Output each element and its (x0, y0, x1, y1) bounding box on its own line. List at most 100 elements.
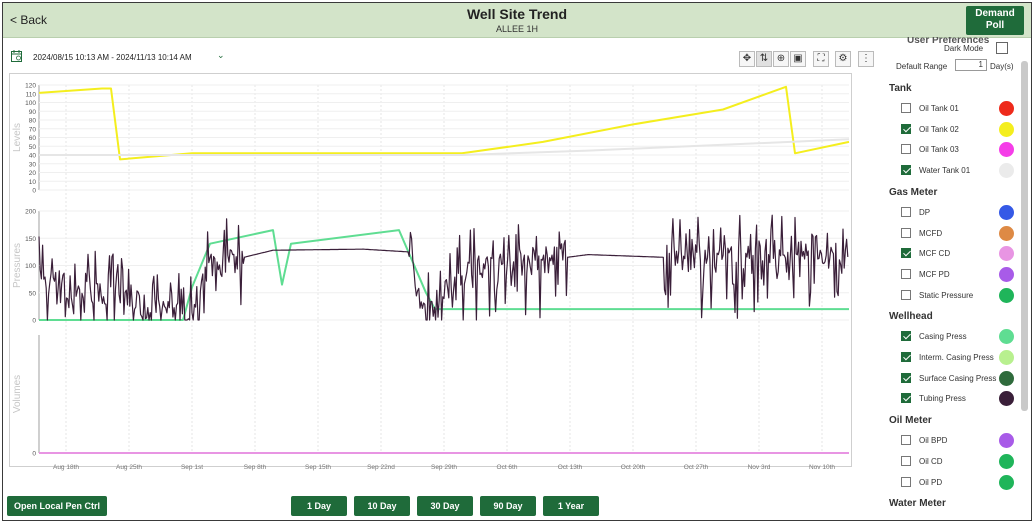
dark-mode-checkbox[interactable] (996, 42, 1008, 54)
color-swatch[interactable] (999, 453, 1014, 469)
y-tick-label: 40 (29, 153, 37, 160)
pen-item-mcf-pd[interactable]: MCF PD (901, 266, 1021, 282)
back-button[interactable]: < Back (10, 13, 48, 27)
y-tick-label: 0 (32, 188, 36, 195)
color-swatch[interactable] (999, 225, 1014, 241)
demand-poll-button[interactable]: Demand Poll (966, 6, 1024, 35)
color-swatch[interactable] (999, 391, 1014, 407)
x-tick-label: Oct 20th (621, 464, 646, 471)
pen-label: Casing Press (919, 332, 967, 342)
color-swatch[interactable] (999, 350, 1014, 365)
color-swatch[interactable] (999, 287, 1014, 303)
y-tick-label: 50 (29, 144, 37, 151)
color-swatch[interactable] (999, 163, 1014, 179)
pen-checkbox[interactable] (901, 331, 911, 342)
color-swatch[interactable] (999, 121, 1014, 137)
chevron-down-icon[interactable]: ⌄ (217, 50, 225, 60)
pen-item-water-tank-01[interactable]: Water Tank 01 (901, 163, 1021, 179)
color-swatch[interactable] (999, 370, 1014, 386)
pen-label: MCFD (919, 228, 943, 238)
x-tick-label: Sep 1st (181, 464, 203, 471)
y-axis-label: Pressures (12, 243, 23, 288)
pen-checkbox[interactable] (901, 352, 911, 362)
series-line-tubing-press (38, 214, 849, 321)
range-1-day-button[interactable]: 1 Day (291, 496, 347, 516)
pen-checkbox[interactable] (901, 248, 911, 259)
y-tick-label: 100 (25, 100, 36, 107)
range-30-day-button[interactable]: 30 Day (417, 496, 473, 516)
color-swatch[interactable] (999, 329, 1014, 345)
pen-checkbox[interactable] (901, 123, 911, 134)
x-tick-label: Aug 18th (53, 464, 79, 471)
sidebar-scrollbar[interactable] (1021, 61, 1028, 411)
y-tick-label: 200 (25, 209, 36, 216)
trend-chart[interactable]: 0102030405060708090100110120Levels050100… (9, 73, 852, 478)
open-pen-ctrl-button[interactable]: Open Local Pen Ctrl (7, 496, 107, 516)
pen-item-oil-tank-02[interactable]: Oil Tank 02 (901, 121, 1021, 137)
chart-frame (9, 73, 852, 467)
section-water-meter: Water Meter (889, 498, 946, 510)
color-swatch[interactable] (999, 433, 1014, 449)
pen-checkbox[interactable] (901, 206, 911, 217)
color-swatch[interactable] (999, 246, 1014, 262)
range-10-day-button[interactable]: 10 Day (354, 496, 410, 516)
pen-item-tubing-press[interactable]: Tubing Press (901, 391, 1021, 407)
pen-item-casing-press[interactable]: Casing Press (901, 329, 1021, 345)
default-range-label: Default Range (896, 62, 948, 71)
pen-label: MCF PD (919, 269, 950, 279)
pen-label: MCF CD (919, 249, 951, 259)
move-icon[interactable]: ⊕ (773, 51, 789, 67)
more-icon[interactable]: ⋮ (858, 51, 874, 67)
pen-checkbox[interactable] (901, 144, 911, 155)
color-swatch[interactable] (999, 142, 1014, 158)
pen-checkbox[interactable] (901, 435, 911, 446)
pen-item-dp[interactable]: DP (901, 204, 1021, 220)
x-tick-label: Sep 29th (431, 464, 457, 471)
x-tick-label: Aug 25th (116, 464, 142, 471)
pen-item-oil-tank-03[interactable]: Oil Tank 03 (901, 142, 1021, 158)
pen-item-mcfd[interactable]: MCFD (901, 225, 1021, 241)
pen-checkbox[interactable] (901, 393, 911, 404)
pen-item-oil-tank-01[interactable]: Oil Tank 01 (901, 101, 1021, 116)
dark-mode-label: Dark Mode (944, 44, 984, 53)
x-tick-label: Sep 22nd (367, 464, 395, 471)
pen-checkbox[interactable] (901, 455, 911, 466)
range-90-day-button[interactable]: 90 Day (480, 496, 536, 516)
pen-checkbox[interactable] (901, 227, 911, 238)
pen-item-mcf-cd[interactable]: MCF CD (901, 246, 1021, 262)
color-swatch[interactable] (999, 266, 1014, 282)
box-zoom-icon[interactable]: ▣ (790, 51, 806, 67)
series-line-water-tank-01 (39, 138, 850, 156)
pen-checkbox[interactable] (901, 268, 911, 279)
color-swatch[interactable] (999, 101, 1014, 116)
color-swatch[interactable] (999, 474, 1014, 490)
pen-sidebar: User Preferences Dark Mode Default Range… (883, 37, 1023, 520)
calendar-icon (11, 50, 22, 62)
y-tick-label: 30 (29, 161, 37, 168)
pen-checkbox[interactable] (901, 289, 911, 300)
range-1-year-button[interactable]: 1 Year (543, 496, 599, 516)
pen-item-oil-cd[interactable]: Oil CD (901, 453, 1021, 469)
x-tick-label: Nov 10th (809, 464, 835, 471)
pen-item-static-pressure[interactable]: Static Pressure (901, 287, 1021, 303)
pen-label: Tubing Press (919, 394, 966, 404)
pen-checkbox[interactable] (901, 476, 911, 487)
fullscreen-icon[interactable]: ⛶ (813, 51, 829, 67)
bottom-bar: Open Local Pen Ctrl 1 Day 10 Day 30 Day … (3, 492, 1031, 520)
pen-checkbox[interactable] (901, 372, 911, 383)
demand-poll-label-1: Demand (975, 8, 1015, 19)
pen-checkbox[interactable] (901, 165, 911, 176)
pen-item-oil-bpd[interactable]: Oil BPD (901, 433, 1021, 449)
pen-checkbox[interactable] (901, 103, 911, 113)
default-range-input[interactable]: 1 (955, 59, 987, 71)
pen-item-oil-pd[interactable]: Oil PD (901, 474, 1021, 490)
pen-label: Oil CD (919, 456, 943, 466)
pen-item-interm-casing-press[interactable]: Interm. Casing Press (901, 350, 1021, 365)
settings-icon[interactable]: ⚙ (835, 51, 851, 67)
color-swatch[interactable] (999, 204, 1014, 220)
zoom-icon[interactable]: ⇅ (756, 51, 772, 67)
pan-icon[interactable]: ✥ (739, 51, 755, 67)
section-wellhead: Wellhead (889, 311, 933, 323)
pen-item-surface-casing-press[interactable]: Surface Casing Press (901, 370, 1021, 386)
pen-label: Oil PD (919, 477, 943, 487)
